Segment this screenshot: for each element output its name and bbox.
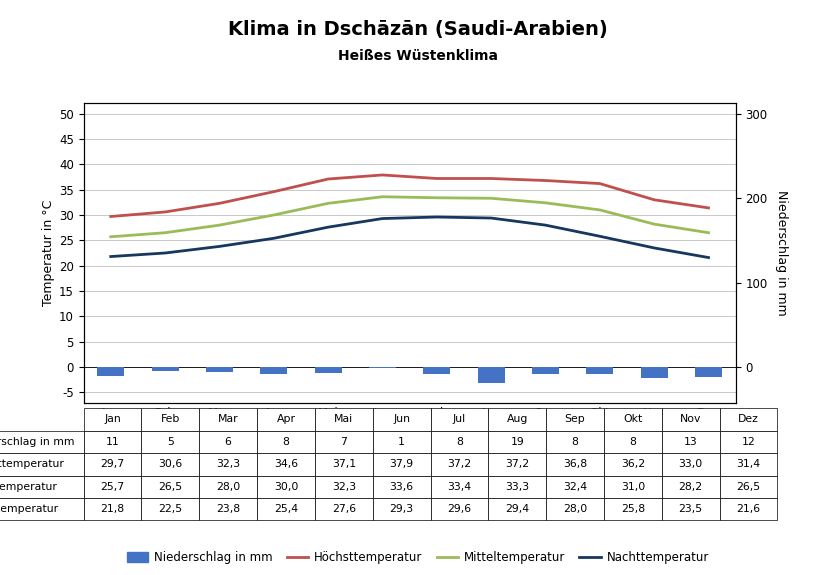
Bar <box>314 367 342 373</box>
Text: Heißes Wüstenklima: Heißes Wüstenklima <box>338 49 498 63</box>
Bar <box>97 367 125 376</box>
Bar <box>423 367 451 374</box>
Bar <box>695 367 722 377</box>
Bar <box>586 367 614 374</box>
Text: Klima in Dschāzān (Saudi-Arabien): Klima in Dschāzān (Saudi-Arabien) <box>228 20 608 39</box>
Bar <box>369 367 396 368</box>
Bar <box>206 367 233 372</box>
Bar <box>260 367 288 374</box>
Y-axis label: Temperatur in °C: Temperatur in °C <box>42 200 55 306</box>
Bar <box>640 367 668 378</box>
Legend: Niederschlag in mm, Höchsttemperatur, Mitteltemperatur, Nachttemperatur: Niederschlag in mm, Höchsttemperatur, Mi… <box>122 547 714 569</box>
Y-axis label: Niederschlag in mm: Niederschlag in mm <box>775 190 788 316</box>
Bar <box>477 367 505 383</box>
Bar <box>151 367 179 371</box>
Bar <box>532 367 559 374</box>
